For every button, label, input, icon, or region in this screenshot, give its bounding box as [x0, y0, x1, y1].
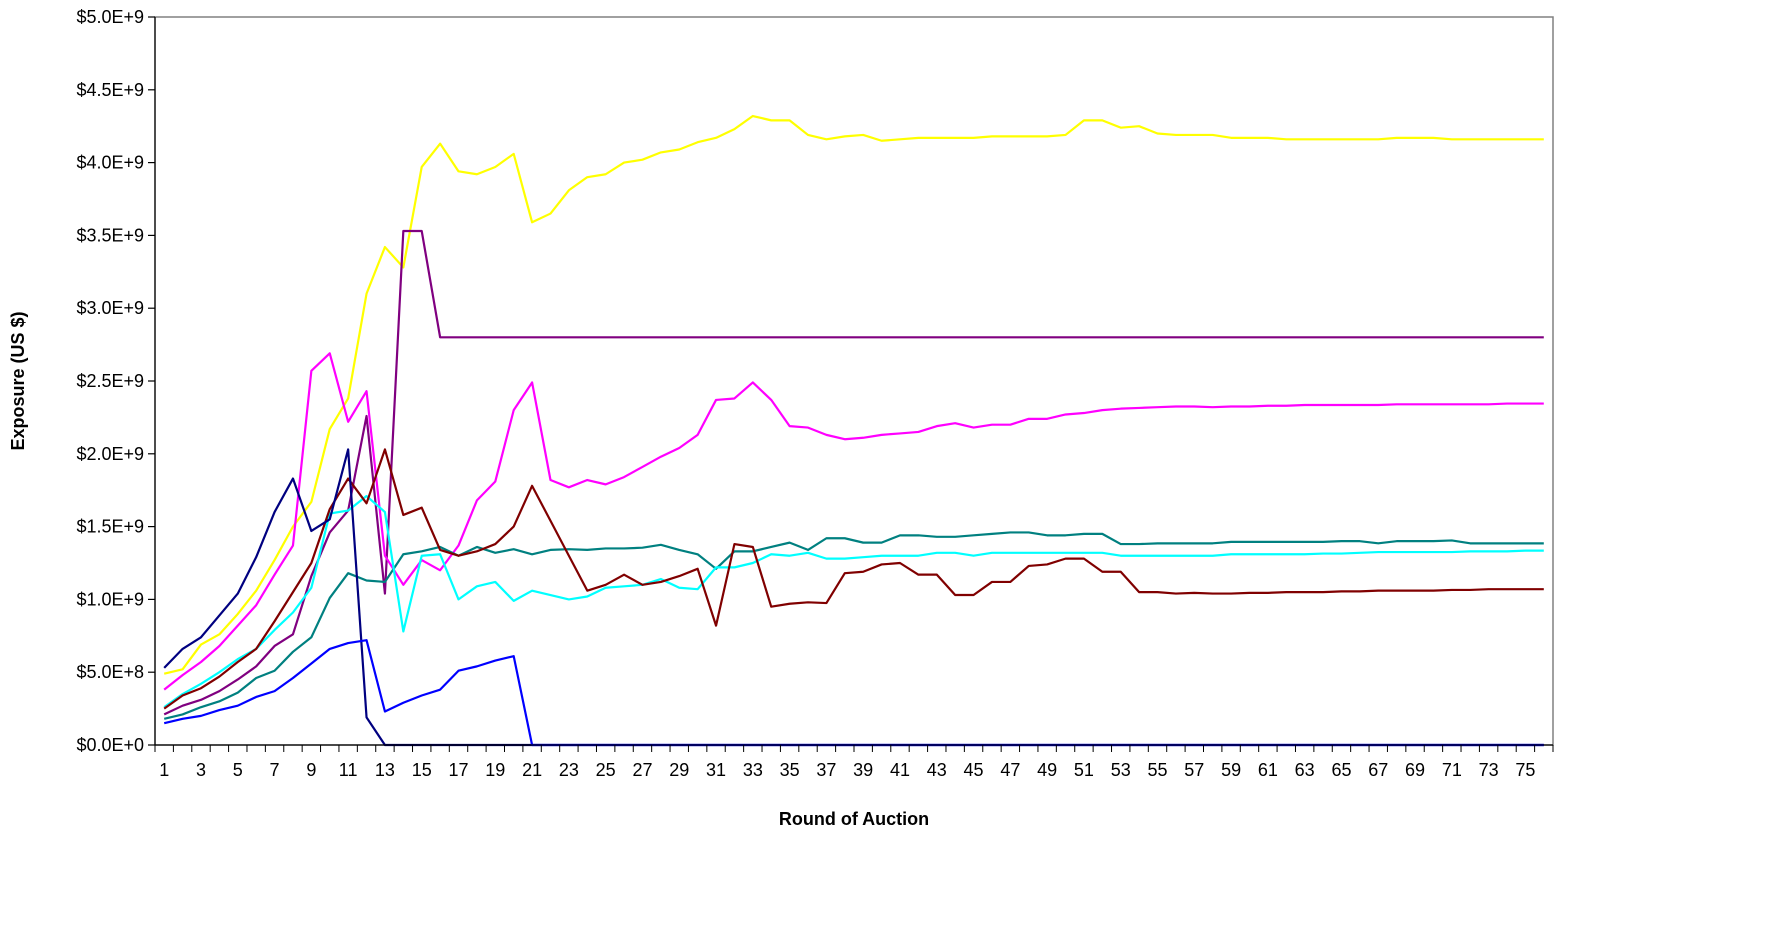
series-line-5: [163, 494, 1544, 709]
y-tick-label: $4.5E+9: [76, 80, 144, 100]
x-tick-label: 35: [780, 760, 800, 780]
x-tick-label: 9: [306, 760, 316, 780]
series-line-1: [163, 114, 1544, 675]
y-tick-label: $2.5E+9: [76, 371, 144, 391]
x-tick-label: 37: [816, 760, 836, 780]
x-tick-label: 63: [1295, 760, 1315, 780]
x-tick-label: 25: [596, 760, 616, 780]
x-tick-label: 7: [270, 760, 280, 780]
x-tick-label: 55: [1147, 760, 1167, 780]
x-tick-label: 19: [485, 760, 505, 780]
x-tick-label: 23: [559, 760, 579, 780]
x-tick-label: 17: [448, 760, 468, 780]
series-line-4: [163, 531, 1544, 720]
x-tick-label: 5: [233, 760, 243, 780]
y-tick-label: $3.0E+9: [76, 298, 144, 318]
y-tick-label: $0.0E+0: [76, 735, 144, 755]
plot-frame: [154, 16, 1554, 746]
x-tick-label: 67: [1368, 760, 1388, 780]
x-axis: 1 3 5 7 9 11 13 15 17 19 21 23 25 27 29 31 33 35 37 39 41 43 4…: [154, 744, 1554, 780]
y-tick-label: $1.0E+9: [76, 589, 144, 609]
x-tick-label: 69: [1405, 760, 1425, 780]
x-tick-label: 41: [890, 760, 910, 780]
series-line-2: [163, 229, 1544, 716]
series-line-6: [163, 448, 1544, 710]
x-tick-label: 53: [1111, 760, 1131, 780]
y-axis: $0.0E+0 $5.0E+8 $1.0E+9 $1.5E+9 $2.0E+9 $2.5E…: [76, 7, 156, 755]
y-tick-label: $2.0E+9: [76, 444, 144, 464]
plot-area: [154, 16, 1554, 746]
y-tick-label: $5.0E+9: [76, 7, 144, 27]
x-tick-label: 31: [706, 760, 726, 780]
x-tick-label: 61: [1258, 760, 1278, 780]
x-tick-label: 43: [927, 760, 947, 780]
x-tick-label: 39: [853, 760, 873, 780]
series-layer: [163, 114, 1544, 747]
x-tick-label: 75: [1515, 760, 1535, 780]
x-tick-label: 1: [159, 760, 169, 780]
y-tick-label: $4.0E+9: [76, 153, 144, 173]
x-tick-label: 29: [669, 760, 689, 780]
x-axis-title: Round of Auction: [779, 809, 929, 829]
x-tick-label: 13: [375, 760, 395, 780]
x-tick-label: 71: [1442, 760, 1462, 780]
x-tick-label: 15: [412, 760, 432, 780]
series-line-3: [163, 352, 1544, 691]
x-tick-label: 11: [339, 760, 358, 780]
x-tick-label: 57: [1184, 760, 1204, 780]
y-tick-label: $3.5E+9: [76, 225, 144, 245]
x-tick-label: 3: [196, 760, 206, 780]
x-tick-label: 59: [1221, 760, 1241, 780]
x-tick-label: 21: [522, 760, 542, 780]
x-tick-label: 47: [1000, 760, 1020, 780]
x-tick-label: 33: [743, 760, 763, 780]
x-tick-label: 45: [964, 760, 984, 780]
y-tick-label: $1.5E+9: [76, 517, 144, 537]
x-tick-label: 27: [632, 760, 652, 780]
y-tick-label: $5.0E+8: [76, 662, 144, 682]
x-tick-label: 51: [1074, 760, 1094, 780]
series-line-8: [163, 639, 1544, 747]
x-tick-label: 73: [1479, 760, 1499, 780]
series-line-7: [163, 448, 1544, 747]
x-tick-label: 65: [1331, 760, 1351, 780]
y-axis-title: Exposure (US $): [8, 311, 28, 450]
x-tick-label: 49: [1037, 760, 1057, 780]
